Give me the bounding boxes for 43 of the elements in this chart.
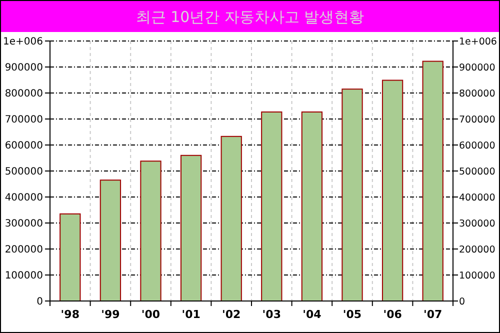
y-tick-label: 600000	[4, 140, 43, 152]
bar	[60, 213, 81, 302]
bar	[220, 136, 242, 302]
x-tick-label: '98	[60, 308, 80, 321]
bar	[140, 160, 162, 302]
y-tick-label: 900000	[4, 62, 43, 74]
y-tick-label: 400000	[4, 192, 43, 204]
y2-tick-label: 1e+006	[459, 36, 497, 48]
y2-tick-label: 900000	[459, 62, 496, 74]
y-tick-label: 300000	[4, 218, 43, 230]
y2-tick-label: 300000	[459, 218, 496, 230]
y-tick-label: 1e+006	[3, 36, 43, 48]
bar	[382, 80, 404, 302]
y-tick-label: 800000	[4, 88, 43, 100]
y-tick-label: 700000	[4, 114, 43, 126]
y-tick-label: 200000	[4, 244, 43, 256]
y2-tick-label: 0	[459, 296, 466, 308]
y2-tick-label: 200000	[459, 244, 496, 256]
x-tick-label: '01	[182, 308, 200, 321]
x-tick-label: '99	[101, 308, 120, 321]
y-tick-label: 100000	[4, 270, 43, 282]
bar	[422, 60, 444, 302]
y2-tick-label: 600000	[459, 140, 496, 152]
y2-tick-label: 700000	[459, 114, 496, 126]
y2-tick-label: 100000	[459, 270, 496, 282]
chart-title: 최근 10년간 자동차사고 발생현황	[136, 8, 364, 26]
y-tick-label: 500000	[4, 166, 43, 178]
x-tick-label: '05	[342, 308, 362, 321]
x-tick-label: '03	[262, 308, 281, 321]
x-tick-label: '02	[222, 308, 241, 321]
bar	[301, 111, 323, 302]
bar	[261, 111, 282, 302]
x-tick-label: '06	[383, 308, 402, 321]
x-tick-label: '04	[302, 308, 322, 321]
y2-tick-label: 800000	[459, 88, 496, 100]
y-tick-label: 0	[36, 296, 43, 308]
bar	[180, 154, 202, 302]
y2-tick-label: 500000	[459, 166, 496, 178]
x-tick-label: '07	[424, 308, 442, 321]
y2-tick-label: 400000	[459, 192, 496, 204]
bar	[100, 180, 122, 302]
x-tick-label: '00	[141, 308, 160, 321]
bar	[342, 88, 363, 302]
